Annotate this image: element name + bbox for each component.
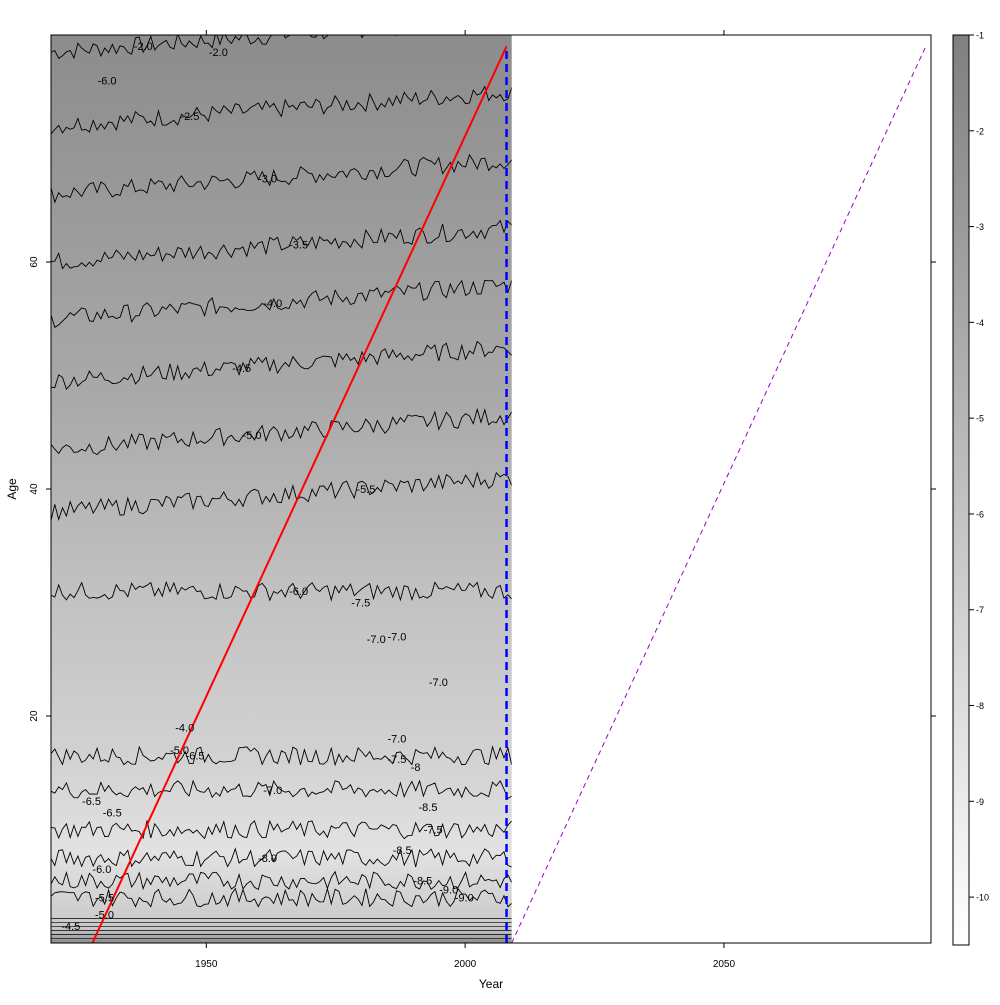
contour-label: -5.5 — [356, 484, 375, 496]
colorbar — [952, 34, 970, 946]
contour-label: -9.0 — [439, 885, 458, 897]
contour-line — [51, 219, 512, 270]
colorbar-tick-label: -10 — [976, 893, 989, 903]
contour-label: -7.0 — [387, 734, 406, 746]
contour-line — [51, 471, 512, 521]
colorbar-tick-label: -1 — [976, 31, 984, 41]
contour-label: -3.0 — [258, 174, 277, 186]
colorbar-tick-label: -4 — [976, 318, 984, 328]
reference-line — [91, 45, 508, 943]
y-tick-label: 40 — [29, 483, 40, 495]
reference-line — [511, 46, 927, 943]
colorbar-tick-label: -3 — [976, 222, 984, 232]
contour-label: -7.0 — [429, 677, 448, 689]
contour-label: -2.0 — [209, 47, 228, 59]
contour-label: -7.0 — [387, 632, 406, 644]
contour-label: -9.0 — [455, 893, 474, 905]
contour-label: -7.5 — [424, 825, 443, 837]
colorbar-tick-label: -2 — [976, 126, 984, 136]
contour-label: -3.5 — [289, 239, 308, 251]
contour-label: -7.5 — [351, 598, 370, 610]
contour-line — [51, 279, 512, 328]
x-tick-label: 2050 — [713, 959, 736, 970]
contour-label: -7.0 — [263, 785, 282, 797]
contour-label: -8.5 — [413, 876, 432, 888]
contour-label: -6.5 — [82, 796, 101, 808]
contour-line — [51, 887, 512, 908]
contour-line — [51, 847, 512, 868]
contour-label: -7.0 — [367, 634, 386, 646]
contour-label: -5.0 — [170, 745, 189, 757]
contour-line — [51, 580, 512, 602]
contour-line — [51, 340, 512, 390]
contour-label: -6.0 — [289, 586, 308, 598]
y-axis-title: Age — [5, 478, 19, 500]
contour-label: -5.0 — [95, 910, 114, 922]
contour-label: -8.0 — [258, 853, 277, 865]
contour-line — [51, 819, 512, 840]
contour-line — [51, 870, 512, 891]
y-tick-label: 60 — [29, 256, 40, 268]
contour-line — [51, 153, 512, 204]
contour-label: -7.5 — [387, 754, 406, 766]
contour-label: -5.5 — [95, 893, 114, 905]
contour-label: -8.5 — [393, 845, 412, 857]
colorbar-tick-label: -7 — [976, 605, 984, 615]
contour-label: -6.5 — [103, 807, 122, 819]
contour-line — [51, 407, 512, 456]
contour-label: -4.0 — [175, 722, 194, 734]
contour-line — [51, 35, 398, 60]
contour-label: -6.5 — [186, 751, 205, 763]
colorbar-tick-label: -9 — [976, 797, 984, 807]
x-tick-label: 2000 — [454, 959, 477, 970]
contour-label: -4.5 — [61, 921, 80, 933]
contour-label: -6.0 — [92, 864, 111, 876]
contour-line — [51, 745, 512, 767]
contour-line — [51, 85, 512, 135]
contour-label: -8 — [411, 762, 421, 774]
colorbar-tick-label: -6 — [976, 509, 984, 519]
contour-line — [51, 779, 512, 800]
colorbar-tick-label: -8 — [976, 701, 984, 711]
x-axis-title: Year — [479, 977, 503, 991]
contour-label: -6.0 — [98, 75, 117, 87]
colorbar-tick-label: -5 — [976, 414, 984, 424]
contour-label: -2.5 — [180, 111, 199, 123]
contour-label: -2.0 — [134, 41, 153, 53]
contour-label: -4.0 — [263, 298, 282, 310]
y-tick-label: 20 — [29, 710, 40, 722]
contour-label: -8.5 — [419, 802, 438, 814]
contour-label: -4.5 — [232, 363, 251, 375]
x-tick-label: 1950 — [195, 959, 218, 970]
contour-label: -5.0 — [243, 430, 262, 442]
